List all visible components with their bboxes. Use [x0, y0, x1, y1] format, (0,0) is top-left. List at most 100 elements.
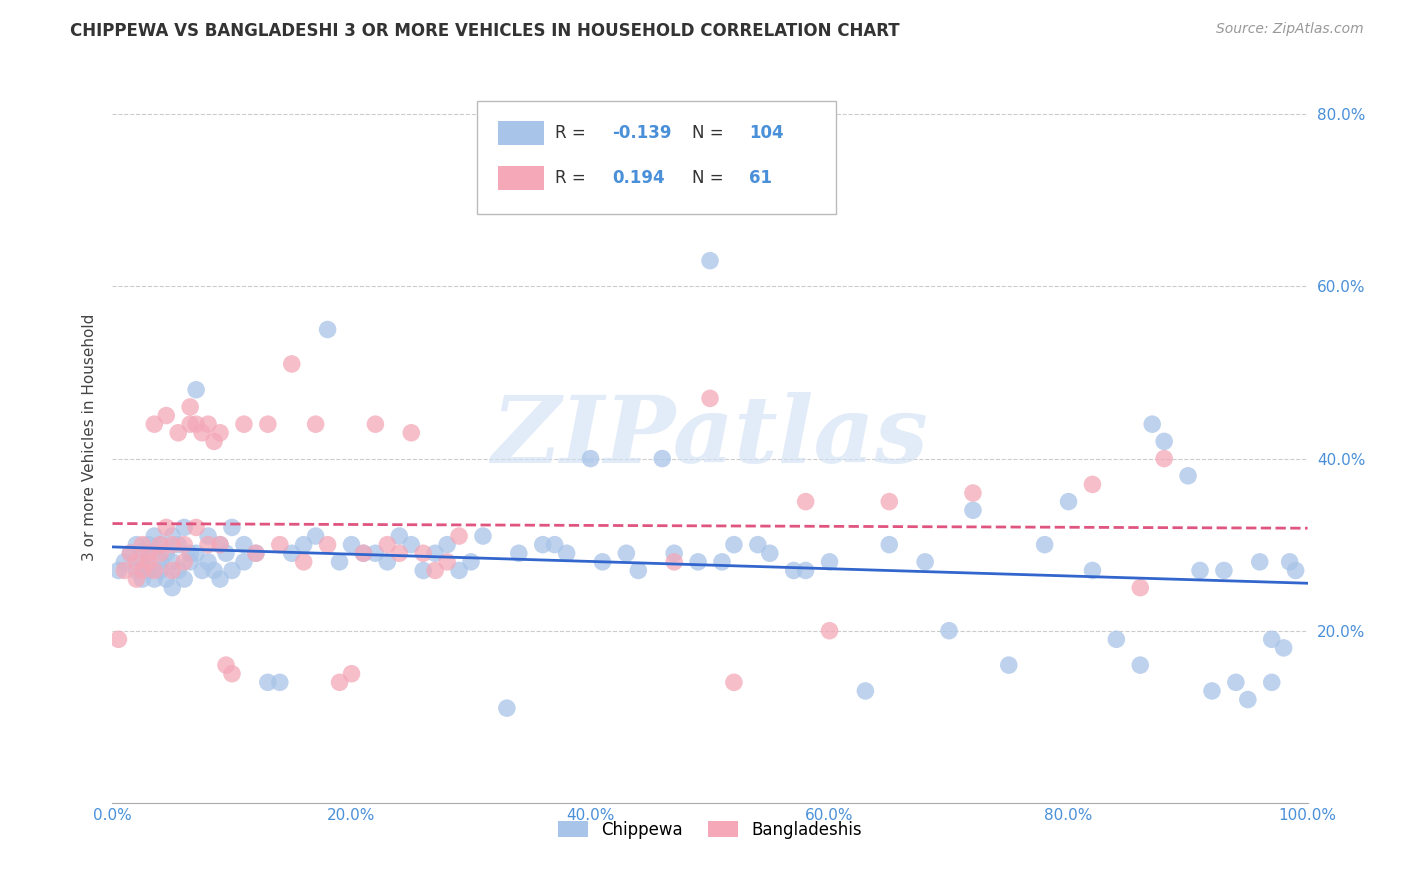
Point [167, 538, 190, 552]
Point [616, 546, 638, 560]
Point [186, 520, 208, 534]
Point [412, 546, 434, 560]
Point [938, 624, 960, 638]
Point [329, 675, 352, 690]
Point [233, 538, 256, 552]
Point [114, 555, 135, 569]
Point [179, 555, 201, 569]
Point [149, 546, 172, 560]
Point [107, 632, 129, 647]
Point [664, 555, 686, 569]
Point [292, 538, 315, 552]
Point [269, 675, 291, 690]
Point [879, 494, 901, 508]
Point [305, 417, 328, 432]
FancyBboxPatch shape [499, 167, 544, 190]
Point [149, 538, 172, 552]
Point [436, 538, 458, 552]
Point [1081, 477, 1104, 491]
Point [209, 538, 232, 552]
Text: R =: R = [554, 169, 596, 187]
Point [138, 546, 160, 560]
Point [592, 555, 614, 569]
Point [818, 555, 841, 569]
Point [543, 538, 565, 552]
FancyBboxPatch shape [477, 101, 835, 214]
Point [162, 555, 183, 569]
Point [1261, 632, 1284, 647]
Point [555, 546, 578, 560]
Point [1129, 658, 1152, 673]
Point [191, 425, 214, 440]
Point [215, 546, 238, 560]
Point [329, 555, 352, 569]
Point [401, 425, 423, 440]
Point [1213, 564, 1236, 578]
Point [281, 357, 304, 371]
Point [305, 529, 328, 543]
Text: 61: 61 [749, 169, 772, 187]
Point [1285, 564, 1308, 578]
Point [155, 572, 177, 586]
Point [138, 555, 160, 569]
Point [531, 538, 554, 552]
Point [138, 546, 160, 560]
Point [1278, 555, 1301, 569]
Y-axis label: 3 or more Vehicles in Household: 3 or more Vehicles in Household [82, 313, 97, 561]
Point [688, 555, 710, 569]
Point [179, 417, 201, 432]
Point [962, 503, 984, 517]
Point [579, 451, 602, 466]
Point [131, 538, 153, 552]
Point [1153, 434, 1175, 449]
Point [436, 555, 458, 569]
Point [401, 538, 423, 552]
Point [245, 546, 267, 560]
Point [131, 555, 153, 569]
Point [914, 555, 936, 569]
Point [143, 564, 166, 578]
Point [143, 417, 166, 432]
Point [233, 417, 256, 432]
Point [664, 546, 686, 560]
Point [412, 564, 434, 578]
Point [202, 564, 225, 578]
Point [388, 529, 411, 543]
Point [651, 451, 673, 466]
Point [167, 425, 190, 440]
Point [120, 546, 142, 560]
Point [191, 564, 214, 578]
Point [794, 494, 817, 508]
Point [179, 546, 201, 560]
Point [125, 555, 148, 569]
Point [149, 538, 172, 552]
Point [364, 417, 387, 432]
Point [107, 564, 129, 578]
Point [138, 564, 160, 578]
Point [257, 417, 280, 432]
Point [197, 417, 219, 432]
Point [197, 529, 219, 543]
Point [155, 546, 177, 560]
Point [447, 529, 470, 543]
Point [1261, 675, 1284, 690]
Point [202, 434, 225, 449]
Point [962, 486, 984, 500]
Point [818, 624, 841, 638]
Text: N =: N = [692, 169, 734, 187]
Point [173, 538, 195, 552]
Point [1272, 640, 1295, 655]
Point [782, 564, 804, 578]
Point [377, 555, 399, 569]
Point [1201, 684, 1223, 698]
FancyBboxPatch shape [499, 121, 544, 145]
Point [1249, 555, 1271, 569]
Point [173, 572, 195, 586]
Point [723, 538, 745, 552]
Point [998, 658, 1021, 673]
Point [233, 555, 256, 569]
Point [162, 564, 183, 578]
Text: ZIPatlas: ZIPatlas [492, 392, 928, 482]
Point [155, 409, 177, 423]
Point [209, 538, 232, 552]
